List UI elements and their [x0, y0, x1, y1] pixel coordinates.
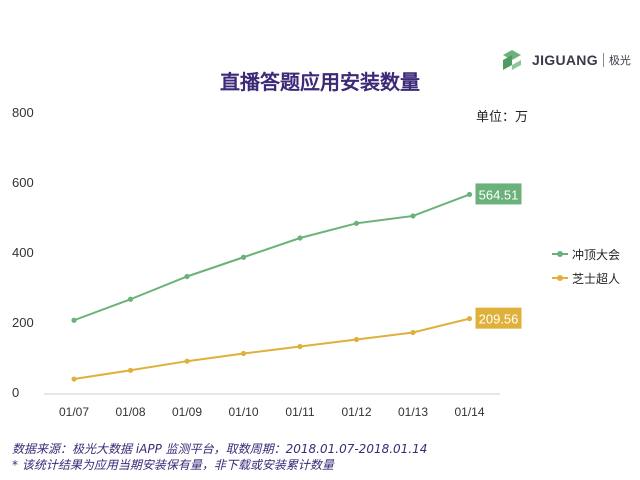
x-tick-label: 01/11 [285, 405, 314, 419]
end-value-label: 209.56 [479, 312, 519, 327]
series-line [73, 317, 470, 381]
legend-swatch-icon [552, 249, 568, 259]
data-point [127, 367, 134, 373]
legend-label: 冲顶大会 [572, 247, 621, 262]
data-point [240, 254, 247, 260]
data-point [127, 296, 134, 302]
jiguang-logo: JIGUANG 极光 [498, 46, 631, 74]
y-tick-label: 600 [12, 175, 34, 190]
x-tick-label: 01/13 [398, 405, 428, 419]
x-tick-label: 01/12 [341, 405, 371, 419]
unit-label: 单位：万 [476, 110, 529, 125]
legend-item-chongding: 冲顶大会 [552, 242, 620, 266]
data-point [184, 358, 190, 364]
legend-swatch-icon [552, 273, 568, 283]
logo-cn: 极光 [608, 54, 631, 67]
disclaimer-note: * 该统计结果为应用当期安装保有量，非下载或安装累计数量 [12, 458, 334, 472]
legend: 冲顶大会 芝士超人 [552, 242, 620, 290]
jiguang-logo-icon [503, 50, 521, 70]
data-point [353, 336, 360, 343]
x-tick-label: 01/09 [172, 405, 202, 419]
footer-notes: 数据来源：极光大数据 iAPP 监测平台，取数周期：2018.01.07-201… [12, 441, 427, 473]
x-tick-label: 01/07 [59, 405, 89, 419]
end-value-label-bg [475, 183, 522, 205]
data-point [410, 329, 416, 336]
end-value-label-bg [475, 307, 522, 329]
y-tick-label: 200 [12, 315, 34, 330]
logo-brand: JIGUANG [532, 52, 598, 68]
data-point [297, 343, 303, 350]
data-point [410, 213, 416, 219]
data-point [240, 350, 247, 357]
series-line [73, 193, 470, 322]
x-tick-label: 01/10 [228, 405, 258, 419]
data-point [71, 376, 77, 382]
legend-item-zhishi: 芝士超人 [552, 266, 620, 290]
logo-divider [602, 53, 604, 67]
y-tick-label: 400 [12, 245, 34, 260]
x-tick-label: 01/14 [454, 405, 484, 419]
data-source-note: 数据来源：极光大数据 iAPP 监测平台，取数周期：2018.01.07-201… [12, 442, 428, 456]
x-tick-label: 01/08 [115, 405, 145, 419]
data-point [184, 273, 190, 280]
data-point [297, 235, 303, 241]
end-value-label: 564.51 [479, 187, 519, 202]
legend-label: 芝士超人 [572, 271, 621, 286]
data-point [353, 220, 360, 226]
y-tick-label: 0 [12, 385, 19, 400]
chart-title: 直播答题应用安装数量 [220, 70, 420, 94]
data-point [466, 316, 473, 322]
line-chart: 0 200 400 600 800 01/07 01/08 01/09 01/10 01/11 01… [12, 105, 522, 419]
data-point [466, 191, 473, 198]
y-tick-label: 800 [12, 105, 34, 120]
data-point [71, 317, 77, 323]
